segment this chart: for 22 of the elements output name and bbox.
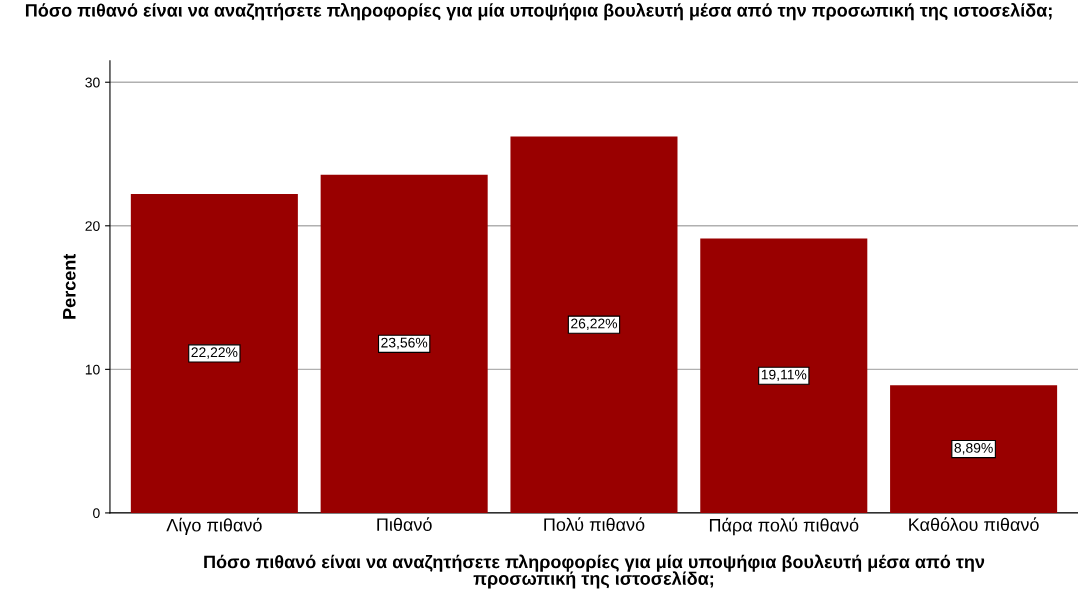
x-tick-label: Πολύ πιθανό xyxy=(544,517,645,532)
data-label: 26,22% xyxy=(571,318,618,331)
y-tick-label: 20 xyxy=(85,221,100,231)
bar xyxy=(320,174,488,513)
x-tick-label: Πιθανό xyxy=(377,517,432,532)
y-axis-title: Percent xyxy=(63,253,76,319)
data-label: 22,22% xyxy=(191,347,238,359)
y-tick-label: 30 xyxy=(85,77,100,88)
y-tick-label: 0 xyxy=(93,508,100,519)
data-label: 8,89% xyxy=(954,443,993,455)
x-tick-label: Πάρα πολύ πιθανό xyxy=(709,517,859,536)
x-tick-label: Καθόλου πιθανό xyxy=(909,517,1039,532)
bar xyxy=(700,238,868,513)
data-label: 19,11% xyxy=(761,369,807,382)
bar xyxy=(890,385,1058,513)
y-tick-label: 10 xyxy=(85,364,100,375)
x-tick-label: Λίγο πιθανό xyxy=(166,517,262,536)
chart-title: Πόσο πιθανό είναι να αναζητήσετε πληροφορίες για μία υποψήφια βουλευτή μέσα από την προσωπική της ιστοσελίδα; xyxy=(25,3,1052,21)
x-axis-title: Πόσο πιθανό είναι να αναζητήσετε πληροφορίες για μία υποψήφια βουλευτή μέσα από την προσωπική της ιστοσελίδα; xyxy=(204,554,985,589)
bar xyxy=(510,136,678,513)
bar xyxy=(130,193,298,513)
data-label: 23,56% xyxy=(381,337,428,350)
